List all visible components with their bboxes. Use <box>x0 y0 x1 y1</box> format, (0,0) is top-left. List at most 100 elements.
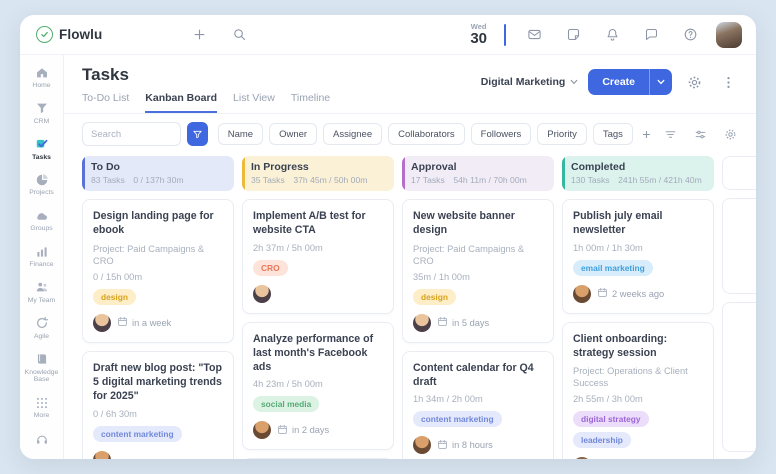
task-card[interactable]: Design landing page for ebook Project: Pa… <box>82 199 234 343</box>
filter-chip-owner[interactable]: Owner <box>269 123 318 145</box>
column-title: In Progress <box>251 161 309 173</box>
user-avatar[interactable] <box>716 21 742 48</box>
sidebar-item-knowledge-base[interactable]: Knowledge Base <box>22 348 62 390</box>
task-due-date: in 8 hours <box>437 439 493 452</box>
task-card[interactable]: Client onboarding: strategy session Proje… <box>562 321 714 459</box>
board-settings-gear-icon[interactable] <box>682 70 706 94</box>
kanban-column-in-progress: In Progress 35 Tasks 37h 45m / 50h 00m Imp… <box>242 156 394 459</box>
filter-chip-assignee[interactable]: Assignee <box>323 123 383 145</box>
sidebar-item-groups[interactable]: Groups <box>22 204 62 238</box>
task-card[interactable]: Implement A/B test for website CTA 2h 37m… <box>242 199 394 314</box>
tab-list-view[interactable]: List View <box>233 92 275 104</box>
assignee-avatar[interactable] <box>573 284 591 303</box>
tag-pill[interactable]: content marketing <box>413 411 502 428</box>
tag-pill[interactable]: design <box>93 288 136 305</box>
calendar-date-widget[interactable]: Wed 30 <box>470 23 487 47</box>
tab-timeline[interactable]: Timeline <box>290 92 331 104</box>
kebab-menu-icon[interactable] <box>716 70 740 94</box>
column-card-list: Implement A/B test for website CTA 2h 37m… <box>242 199 394 459</box>
assignee-avatar[interactable] <box>253 284 271 303</box>
create-dropdown-caret[interactable] <box>650 69 672 95</box>
column-header[interactable]: To Do 83 Tasks 0 / 137h 30m <box>82 156 234 191</box>
filter-chip-name[interactable]: Name <box>217 123 264 145</box>
sidebar-item-more[interactable]: More <box>22 391 62 425</box>
kanban-column-to-do: To Do 83 Tasks 0 / 137h 30m Design landing… <box>82 156 234 459</box>
filter-chip-collaborators[interactable]: Collaborators <box>388 123 465 145</box>
column-header[interactable]: Approval 17 Tasks 54h 11m / 70h 00m <box>402 156 554 191</box>
project-selector[interactable]: Digital Marketing <box>481 76 579 88</box>
assignee-avatar[interactable] <box>93 450 111 459</box>
tag-pill[interactable]: digital strategy <box>573 411 649 428</box>
page-header: Tasks To-Do List Kanban Board List View Tim… <box>64 55 756 114</box>
assignee-avatar[interactable] <box>93 313 111 332</box>
tag-pill[interactable]: email marketing <box>573 259 653 276</box>
tag-pill[interactable]: design <box>413 288 456 305</box>
task-project: Project: Paid Campaigns & CRO <box>93 243 205 266</box>
chat-icon[interactable] <box>638 22 664 48</box>
bell-icon[interactable] <box>599 22 625 48</box>
column-card-list: New website banner design Project: Paid C… <box>402 199 554 459</box>
tag-pill[interactable]: social media <box>253 396 320 413</box>
note-icon[interactable] <box>560 22 586 48</box>
tag-pill[interactable]: content marketing <box>93 425 182 442</box>
search-input[interactable] <box>91 128 173 140</box>
assignee-avatar[interactable] <box>413 436 431 455</box>
add-button[interactable] <box>186 22 212 48</box>
task-card[interactable]: Analyze performance of last month's Face… <box>242 321 394 451</box>
sidebar-item-tasks[interactable]: Tasks <box>22 133 62 167</box>
filter-funnel-button[interactable] <box>187 122 208 146</box>
search-button[interactable] <box>226 22 252 48</box>
filter-chip-followers[interactable]: Followers <box>470 123 532 145</box>
task-title: Analyze performance of last month's Face… <box>253 332 374 374</box>
help-icon[interactable] <box>677 22 703 48</box>
filter-toolbar: NameOwnerAssigneeCollaboratorsFollowersP… <box>64 114 756 154</box>
gear-icon[interactable] <box>720 124 740 144</box>
task-card[interactable]: Draft new blog post: "Top 5 digital mark… <box>82 350 234 459</box>
tag-pill[interactable]: CRO <box>253 259 288 276</box>
column-header[interactable]: In Progress 35 Tasks 37h 45m / 50h 00m <box>242 156 394 191</box>
sidebar-nav: Home CRM Tasks Projects Groups Finance My Team… <box>20 55 64 459</box>
sidebar-item-label: More <box>33 412 50 420</box>
tag-pill[interactable]: leadership <box>573 432 631 449</box>
pie-icon <box>34 172 49 187</box>
sidebar-item-crm[interactable]: CRM <box>22 97 62 131</box>
create-button[interactable]: Create <box>588 69 672 95</box>
task-card[interactable]: Content calendar for Q4 draft 1h 34m / 2h… <box>402 350 554 459</box>
assignee-avatar[interactable] <box>413 313 431 332</box>
column-accent-bar <box>402 156 405 191</box>
sidebar-item-label: Projects <box>29 189 54 197</box>
tab-to-do-list[interactable]: To-Do List <box>82 92 130 104</box>
task-tags: content marketing <box>93 425 223 442</box>
column-card-list: Design landing page for ebook Project: Pa… <box>82 199 234 459</box>
due-date-label: in 5 days <box>452 317 490 328</box>
task-card[interactable]: Keyword research for content clusterProj… <box>242 458 394 459</box>
calendar-icon <box>437 439 448 452</box>
sidebar-item-agile[interactable]: Agile <box>22 312 62 346</box>
column-accent-bar <box>242 156 245 191</box>
task-card[interactable]: Publish july email newsletter 1h 00m / 1h… <box>562 199 714 314</box>
task-tags: social media <box>253 396 383 413</box>
sliders-icon[interactable] <box>690 124 710 144</box>
filter-chip-tags[interactable]: Tags <box>592 123 633 145</box>
task-footer: in 8 hours <box>413 436 543 455</box>
sidebar-item-home[interactable]: Home <box>22 61 62 95</box>
add-filter-button[interactable]: + <box>642 126 651 142</box>
sidebar-item-finance[interactable]: Finance <box>22 240 62 274</box>
task-project: Project: Operations & Client Success <box>573 366 688 389</box>
column-header[interactable]: Completed 130 Tasks 241h 55m / 421h 40m <box>562 156 714 191</box>
column-card-list: Publish july email newsletter 1h 00m / 1h… <box>562 199 714 459</box>
sidebar-apps-item[interactable] <box>22 456 62 459</box>
mail-icon[interactable] <box>521 22 547 48</box>
sort-icon[interactable] <box>660 124 680 144</box>
tab-kanban-board[interactable]: Kanban Board <box>145 92 218 113</box>
sidebar-support-item[interactable] <box>22 427 62 454</box>
assignee-avatar[interactable] <box>573 457 591 459</box>
sidebar-item-my-team[interactable]: My Team <box>22 276 62 310</box>
column-accent-bar <box>562 156 565 191</box>
task-card[interactable]: New website banner design Project: Paid C… <box>402 199 554 343</box>
assignee-avatar[interactable] <box>253 421 271 440</box>
brand-logo[interactable]: Flowlu <box>36 26 102 43</box>
flowlu-logo-icon <box>36 26 53 43</box>
filter-chip-priority[interactable]: Priority <box>537 123 587 145</box>
sidebar-item-projects[interactable]: Projects <box>22 168 62 202</box>
